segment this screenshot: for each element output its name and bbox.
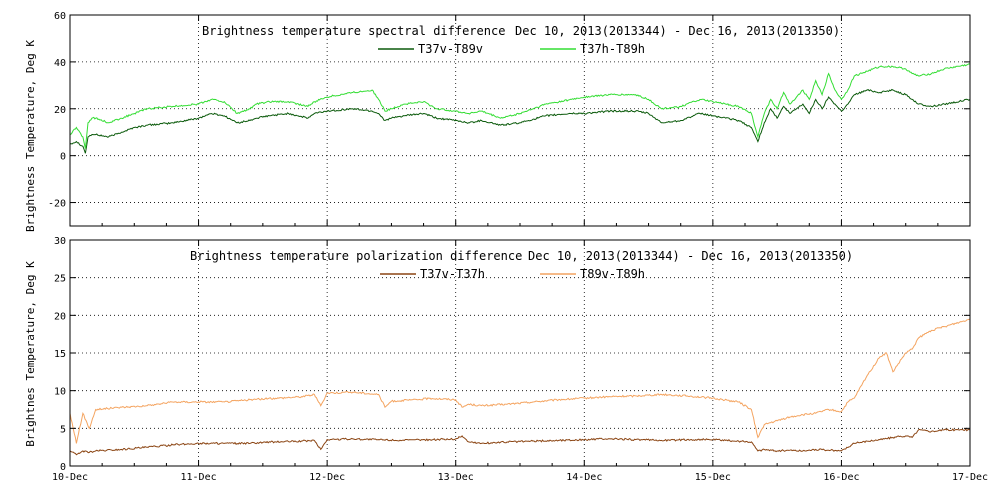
polarization-difference-panel: 0 5 10 15 20 25 30 10-Dec 11-Dec 12-Dec 13-Dec 14-D… xyxy=(24,236,988,483)
x-tick-label: 16-Dec xyxy=(823,472,859,483)
series-line-0 xyxy=(69,428,971,456)
y-tick-label: 25 xyxy=(54,274,66,285)
legend-label-0: T37v-T37h xyxy=(420,267,485,281)
y-axis-label: Brightness Temperature, Deg K xyxy=(24,40,37,232)
y-tick-label: 40 xyxy=(54,58,66,69)
chart-subtitle: Dec 10, 2013(2013344) - Dec 16, 2013(201… xyxy=(528,249,853,263)
legend-label-1: T89v-T89h xyxy=(580,267,645,281)
chart-subtitle: Dec 10, 2013(2013344) - Dec 16, 2013(201… xyxy=(515,24,840,38)
y-tick-label: -20 xyxy=(48,199,66,210)
x-tick-label: 10-Dec xyxy=(52,472,88,483)
y-tick-label: 0 xyxy=(60,152,66,163)
y-tick-label: 60 xyxy=(54,11,66,22)
series-line-1 xyxy=(69,318,971,444)
legend-label-0: T37v-T89v xyxy=(418,42,483,56)
x-tick-label: 14-Dec xyxy=(566,472,602,483)
chart-title: Brightness temperature spectral differen… xyxy=(202,24,505,38)
y-tick-label: 15 xyxy=(54,349,66,360)
y-axis-label: Brightnes Temperature, Deg K xyxy=(24,261,37,447)
y-tick-label: 10 xyxy=(54,387,66,398)
chart-title: Brightness temperature polarization diff… xyxy=(190,249,522,263)
legend: T37v-T89v T37h-T89h xyxy=(378,42,645,56)
y-tick-label: 0 xyxy=(60,462,66,473)
x-tick-label: 17-Dec xyxy=(952,472,988,483)
x-tick-label: 11-Dec xyxy=(181,472,217,483)
grid-lines xyxy=(70,240,970,466)
axis-ticks: -20 0 20 40 60 xyxy=(48,11,971,226)
series-lines xyxy=(69,318,971,456)
spectral-difference-panel: -20 0 20 40 60 Brightness temperature spectr… xyxy=(24,11,971,232)
legend: T37v-T37h T89v-T89h xyxy=(380,267,645,281)
legend-label-1: T37h-T89h xyxy=(580,42,645,56)
x-tick-label: 15-Dec xyxy=(695,472,731,483)
y-tick-label: 30 xyxy=(54,236,66,247)
axis-ticks: 0 5 10 15 20 25 30 10-Dec 11-Dec 12-Dec 13-Dec 14-D… xyxy=(52,236,988,483)
series-line-1 xyxy=(69,63,971,149)
y-tick-label: 20 xyxy=(54,105,66,116)
series-lines xyxy=(69,63,971,154)
x-tick-label: 12-Dec xyxy=(309,472,345,483)
series-line-0 xyxy=(69,88,971,154)
x-tick-label: 13-Dec xyxy=(438,472,474,483)
y-tick-label: 5 xyxy=(60,424,66,435)
y-tick-label: 20 xyxy=(54,311,66,322)
